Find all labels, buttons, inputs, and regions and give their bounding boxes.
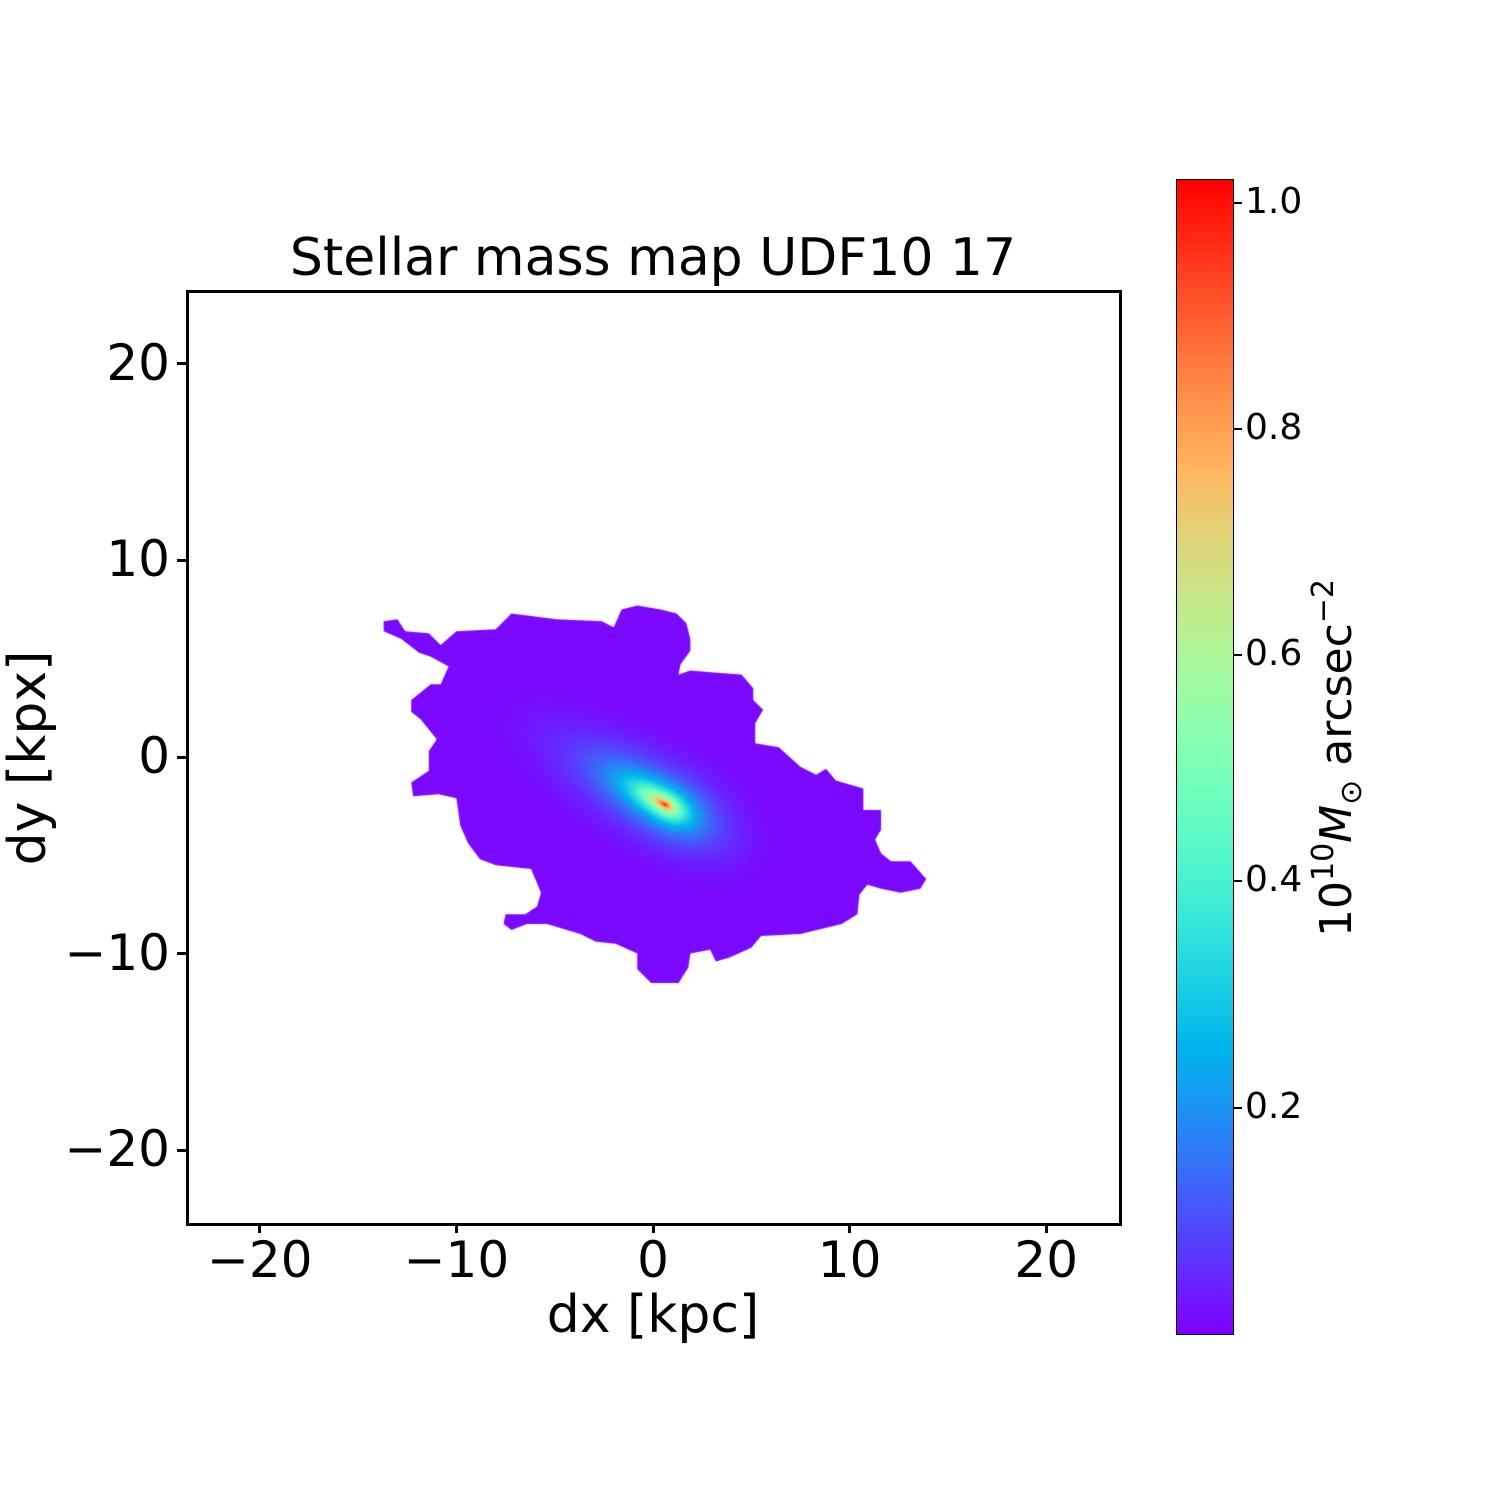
colorbar-tick-mark [1234,427,1242,430]
cb-label-symbol: M [1311,804,1362,843]
colorbar-label: 1010M⊙ arcsec−2 [1299,579,1377,937]
y-axis-label: dy [kpx] [0,650,58,866]
cb-label-base: 10 [1311,881,1362,937]
cb-label-unit: arcsec [1311,623,1362,766]
colorbar-tick-mark [1234,654,1242,657]
y-tick-mark [177,1148,187,1152]
x-tick-mark [651,1223,655,1233]
cb-label-exp: 10 [1306,842,1341,881]
colorbar-tick-mark [1234,880,1242,883]
x-tick-mark [454,1223,458,1233]
colorbar-gradient [1177,180,1233,1334]
colorbar-tick-label: 1.0 [1245,180,1303,222]
plot-area [188,292,1118,1222]
y-tick-mark [177,755,187,759]
y-tick-mark [177,952,187,956]
colorbar-tick-mark [1234,1106,1242,1109]
colorbar-tick-label: 0.6 [1245,633,1303,675]
cb-label-unit-exp: −2 [1306,579,1341,624]
colorbar-tick-label: 0.2 [1245,1085,1303,1127]
x-tick-mark [848,1223,852,1233]
colorbar-tick-mark [1234,201,1242,204]
y-tick-label: −20 [64,1120,170,1179]
colorbar-tick-label: 0.8 [1245,406,1303,448]
x-tick-label: 10 [817,1231,882,1289]
chart-title: Stellar mass map UDF10 17 [289,228,1017,288]
x-tick-mark [1044,1223,1048,1233]
y-tick-label: 20 [106,333,170,392]
stellar-mass-heatmap [188,292,1118,1222]
colorbar [1176,179,1234,1335]
x-tick-label: 20 [1014,1231,1079,1289]
y-tick-mark [177,558,187,562]
colorbar-tick-label: 0.4 [1245,859,1303,901]
cb-label-sub: ⊙ [1334,779,1369,805]
x-tick-label: −10 [403,1231,510,1289]
x-tick-label: −20 [206,1231,313,1289]
x-tick-mark [258,1223,262,1233]
y-tick-label: −10 [64,923,170,982]
x-axis-label: dx [kpc] [546,1285,760,1345]
y-tick-label: 0 [138,727,170,785]
x-tick-label: 0 [637,1231,669,1289]
y-tick-label: 10 [106,530,170,589]
y-tick-mark [177,362,187,366]
